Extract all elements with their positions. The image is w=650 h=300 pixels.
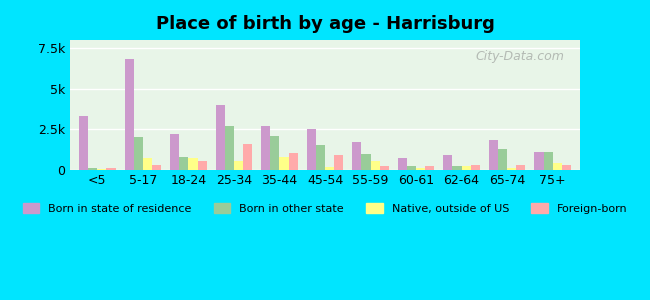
- Bar: [498, 148, 507, 170]
- Bar: [462, 166, 471, 170]
- Bar: [243, 144, 252, 169]
- Bar: [88, 168, 98, 170]
- Text: City-Data.com: City-Data.com: [476, 50, 565, 64]
- Bar: [289, 153, 298, 170]
- Bar: [234, 161, 243, 169]
- Bar: [562, 166, 571, 170]
- Bar: [225, 126, 234, 170]
- Bar: [489, 140, 498, 169]
- Bar: [307, 129, 316, 170]
- Legend: Born in state of residence, Born in other state, Native, outside of US, Foreign-: Born in state of residence, Born in othe…: [18, 199, 632, 218]
- Bar: [134, 137, 143, 169]
- Bar: [516, 165, 525, 170]
- Bar: [407, 166, 416, 170]
- Bar: [334, 155, 343, 169]
- Bar: [198, 161, 207, 169]
- Bar: [325, 167, 334, 170]
- Bar: [471, 165, 480, 170]
- Bar: [534, 152, 543, 170]
- Bar: [507, 168, 516, 170]
- Bar: [107, 168, 116, 170]
- Bar: [152, 165, 161, 170]
- Bar: [380, 166, 389, 170]
- Bar: [216, 105, 225, 170]
- Bar: [125, 59, 134, 170]
- Bar: [261, 126, 270, 170]
- Bar: [552, 163, 562, 170]
- Bar: [188, 158, 198, 169]
- Bar: [398, 158, 407, 169]
- Bar: [416, 168, 425, 170]
- Bar: [352, 142, 361, 170]
- Bar: [425, 166, 434, 170]
- Bar: [443, 155, 452, 169]
- Bar: [452, 166, 462, 170]
- Bar: [79, 116, 88, 170]
- Bar: [143, 158, 152, 169]
- Title: Place of birth by age - Harrisburg: Place of birth by age - Harrisburg: [155, 15, 495, 33]
- Bar: [270, 136, 280, 169]
- Bar: [170, 134, 179, 170]
- Bar: [543, 152, 552, 170]
- Bar: [179, 157, 188, 169]
- Bar: [370, 161, 380, 169]
- Bar: [361, 154, 370, 170]
- Bar: [280, 157, 289, 169]
- Bar: [316, 145, 325, 169]
- Bar: [98, 169, 107, 170]
